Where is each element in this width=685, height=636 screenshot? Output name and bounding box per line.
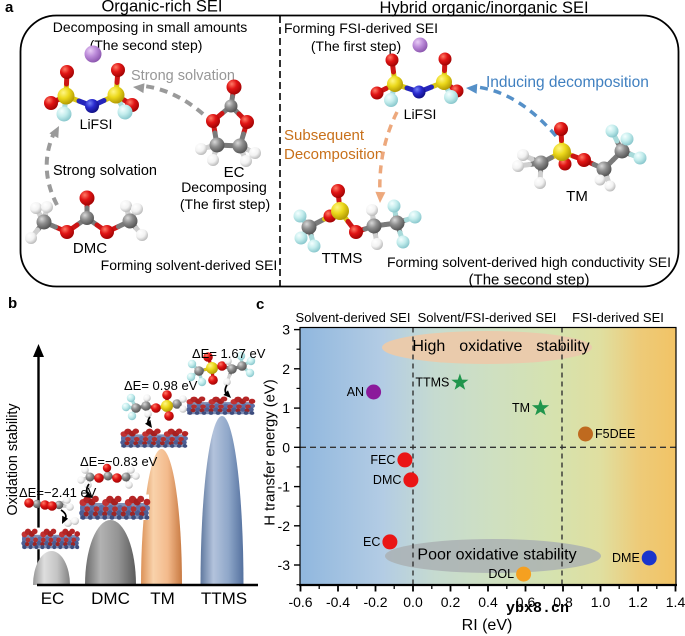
- svg-text:LiFSI: LiFSI: [404, 106, 437, 122]
- svg-text:Organic-rich SEI: Organic-rich SEI: [101, 0, 222, 16]
- svg-text:ΔE=−0.83 eV: ΔE=−0.83 eV: [80, 454, 158, 469]
- svg-text:a: a: [5, 0, 14, 16]
- svg-text:-1: -1: [278, 479, 291, 495]
- svg-text:F5DEE: F5DEE: [595, 427, 635, 441]
- svg-text:TTMS: TTMS: [201, 589, 247, 608]
- svg-text:DMC: DMC: [373, 473, 401, 487]
- svg-text:EC: EC: [41, 589, 65, 608]
- svg-text:-0.4: -0.4: [326, 594, 350, 610]
- svg-text:AN: AN: [347, 385, 364, 399]
- svg-text:1.0: 1.0: [591, 594, 611, 610]
- svg-text:TTMS: TTMS: [415, 376, 449, 390]
- svg-text:(The first step): (The first step): [180, 196, 270, 212]
- svg-text:FSI-derived SEI: FSI-derived SEI: [572, 310, 664, 325]
- svg-text:Poor oxidative stability: Poor oxidative stability: [417, 547, 576, 564]
- svg-text:Decomposition: Decomposition: [284, 146, 383, 163]
- svg-text:Oxidation stability: Oxidation stability: [5, 403, 21, 516]
- svg-text:Decomposing in small amounts: Decomposing in small amounts: [53, 19, 248, 35]
- svg-text:EC: EC: [363, 535, 380, 549]
- svg-text:c: c: [256, 296, 264, 313]
- svg-text:EC: EC: [224, 164, 245, 181]
- svg-text:H transfer energy (eV): H transfer energy (eV): [263, 379, 279, 525]
- svg-text:Solvent-derived SEI: Solvent-derived SEI: [296, 310, 411, 325]
- svg-text:TM: TM: [512, 401, 530, 415]
- svg-text:RI (eV): RI (eV): [462, 617, 513, 634]
- svg-text:TTMS: TTMS: [322, 250, 363, 267]
- svg-text:(The first step): (The first step): [311, 38, 401, 54]
- svg-text:High oxidative stability: High oxidative stability: [412, 338, 589, 355]
- svg-text:(The second step): (The second step): [469, 272, 590, 289]
- svg-text:Decomposing: Decomposing: [181, 179, 267, 195]
- svg-text:b: b: [8, 295, 17, 312]
- svg-text:-0.2: -0.2: [363, 594, 387, 610]
- svg-text:-0.6: -0.6: [288, 594, 312, 610]
- svg-text:0.6: 0.6: [516, 594, 536, 610]
- svg-text:DOL: DOL: [488, 567, 514, 581]
- svg-text:-3: -3: [278, 557, 291, 573]
- svg-text:ybx8.cn: ybx8.cn: [506, 600, 569, 617]
- svg-text:1.4: 1.4: [666, 594, 685, 610]
- svg-text:TM: TM: [150, 589, 175, 608]
- svg-text:2: 2: [282, 361, 290, 377]
- svg-text:Strong solvation: Strong solvation: [131, 68, 235, 84]
- svg-text:1.2: 1.2: [628, 594, 648, 610]
- svg-text:(The second step): (The second step): [90, 37, 203, 53]
- svg-text:DME: DME: [612, 551, 640, 565]
- svg-text:0.0: 0.0: [403, 594, 423, 610]
- svg-text:0.4: 0.4: [478, 594, 498, 610]
- svg-text:Forming solvent-derived SEI: Forming solvent-derived SEI: [101, 257, 278, 273]
- svg-text:Hybrid organic/inorganic SEI: Hybrid organic/inorganic SEI: [379, 0, 588, 17]
- svg-text:ΔE= 0.98 eV: ΔE= 0.98 eV: [124, 378, 198, 393]
- svg-text:Inducing decomposition: Inducing decomposition: [486, 74, 649, 91]
- svg-text:DMC: DMC: [73, 240, 107, 257]
- svg-text:1: 1: [282, 400, 290, 416]
- svg-text:0: 0: [282, 439, 290, 455]
- svg-text:-2: -2: [278, 518, 291, 534]
- svg-text:Subsequent: Subsequent: [284, 127, 365, 144]
- svg-text:Solvent/FSI-derived SEI: Solvent/FSI-derived SEI: [418, 310, 557, 325]
- svg-text:Strong solvation: Strong solvation: [53, 163, 157, 179]
- svg-text:0.2: 0.2: [441, 594, 461, 610]
- svg-text:3: 3: [282, 322, 290, 338]
- svg-text:ΔE=−2.41 eV: ΔE=−2.41 eV: [19, 485, 97, 500]
- svg-text:DMC: DMC: [91, 589, 130, 608]
- svg-text:Forming FSI-derived SEI: Forming FSI-derived SEI: [284, 20, 438, 36]
- svg-text:FEC: FEC: [370, 453, 395, 467]
- svg-text:LiFSI: LiFSI: [80, 116, 113, 132]
- svg-text:Forming solvent-derived high c: Forming solvent-derived high conductivit…: [387, 254, 671, 270]
- svg-text:ΔE= 1.67 eV: ΔE= 1.67 eV: [192, 346, 266, 361]
- svg-text:0.8: 0.8: [553, 594, 573, 610]
- svg-text:TM: TM: [566, 188, 588, 205]
